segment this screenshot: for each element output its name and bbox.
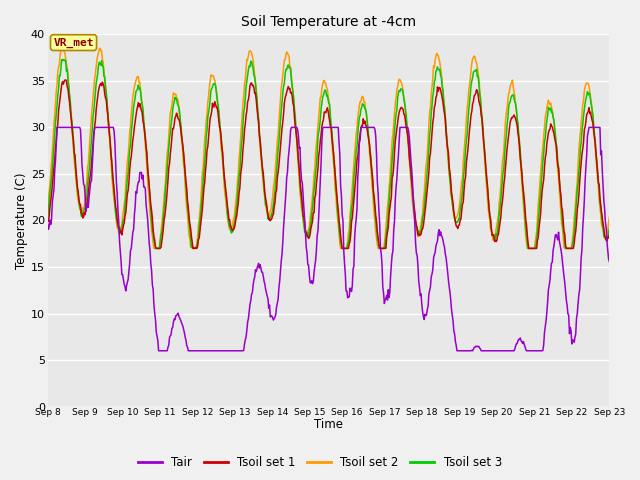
Y-axis label: Temperature (C): Temperature (C) [15,172,28,269]
Title: Soil Temperature at -4cm: Soil Temperature at -4cm [241,15,416,29]
Legend: Tair, Tsoil set 1, Tsoil set 2, Tsoil set 3: Tair, Tsoil set 1, Tsoil set 2, Tsoil se… [134,452,506,474]
Text: VR_met: VR_met [53,37,94,48]
X-axis label: Time: Time [314,419,343,432]
